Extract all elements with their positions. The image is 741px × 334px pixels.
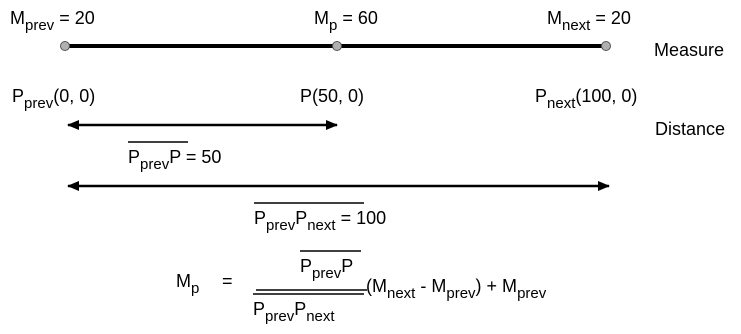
distance-short-label: PprevP = 50 [128,147,221,173]
p-next-label: Pnext(100, 0) [535,86,637,112]
formula-equals: = [222,271,233,291]
formula-lhs: Mp [176,271,199,297]
m-next-label: Mnext = 20 [547,8,631,34]
m-prev-label: Mprev = 20 [10,8,95,34]
node-prev [60,41,70,51]
m-p-label: Mp = 60 [314,8,378,34]
formula-rhs: (Mnext - Mprev) + Mprev [366,276,547,302]
measure-label: Measure [654,40,724,60]
node-next [601,41,611,51]
distance-long-label: PprevPnext = 100 [254,208,386,234]
interpolation-formula: Mp = PprevP PprevPnext (Mnext - Mprev) +… [176,250,547,325]
formula-denominator: PprevPnext [253,299,335,325]
node-p [332,41,342,51]
p-label: P(50, 0) [300,86,364,106]
formula-numerator: PprevP [300,256,353,282]
distance-label: Distance [655,119,725,139]
p-prev-label: Pprev(0, 0) [12,86,95,112]
